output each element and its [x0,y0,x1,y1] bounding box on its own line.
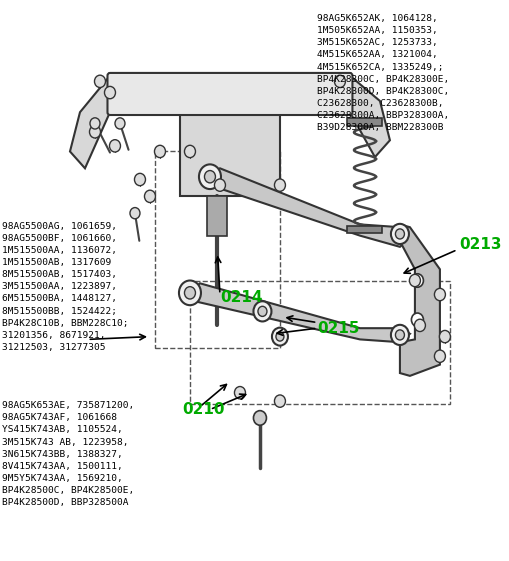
Circle shape [199,164,220,189]
Circle shape [275,332,284,341]
Circle shape [394,330,404,340]
Circle shape [154,145,165,158]
Circle shape [434,350,444,362]
Text: 0214: 0214 [219,290,262,305]
Circle shape [414,319,425,332]
Circle shape [271,328,288,346]
Circle shape [204,171,215,183]
Circle shape [134,173,145,186]
Circle shape [274,179,285,191]
Circle shape [89,126,100,138]
Bar [180,112,279,196]
Circle shape [90,118,100,129]
Circle shape [253,411,266,425]
Circle shape [434,288,444,301]
Text: 98AG5K653AE, 735871200,
98AG5K743AF, 1061668
YS415K743AB, 1105524,
3M515K743 AB,: 98AG5K653AE, 735871200, 98AG5K743AF, 106… [3,401,134,507]
Circle shape [184,287,195,299]
Circle shape [411,274,422,287]
Text: 98AG5K652AK, 1064128,
1M505K652AA, 1150353,
3M515K652AC, 1253733,
4M515K652AA, 1: 98AG5K652AK, 1064128, 1M505K652AA, 11503… [317,14,449,132]
Circle shape [334,75,345,88]
Circle shape [179,280,201,305]
Circle shape [253,301,271,321]
Bar [189,280,449,404]
Circle shape [439,330,449,343]
Bar [347,118,382,126]
Bar [347,226,382,233]
Text: 98AG5500AG, 1061659,
98AG5500BF, 1061660,
1M515500AA, 1136072,
1M515500AB, 13176: 98AG5500AG, 1061659, 98AG5500BF, 1061660… [3,222,129,352]
Circle shape [411,313,422,327]
Polygon shape [349,76,389,157]
Text: 0213: 0213 [458,237,500,251]
Bar [207,196,227,236]
Circle shape [104,86,115,99]
Circle shape [184,145,195,158]
Polygon shape [70,76,110,168]
FancyBboxPatch shape [107,73,352,115]
Circle shape [390,325,408,345]
Polygon shape [189,283,409,342]
Circle shape [394,229,404,239]
Text: 0215: 0215 [317,321,359,335]
Circle shape [214,179,225,191]
Text: 0210: 0210 [182,402,224,417]
Polygon shape [210,168,409,247]
Circle shape [144,190,155,203]
Circle shape [94,75,105,88]
Circle shape [234,387,245,399]
Circle shape [115,118,125,129]
Polygon shape [399,224,439,376]
Circle shape [409,274,419,287]
Circle shape [130,208,139,219]
Circle shape [109,140,120,152]
Circle shape [274,395,285,407]
Bar [155,151,279,348]
Circle shape [258,306,266,316]
Circle shape [390,224,408,244]
